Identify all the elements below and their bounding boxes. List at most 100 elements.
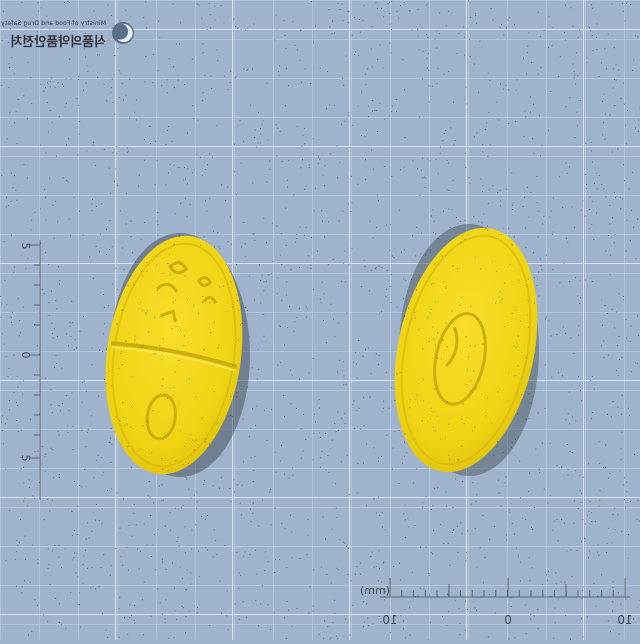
noise-dot — [257, 574, 258, 575]
noise-dot — [255, 456, 256, 457]
noise-dot — [101, 457, 102, 458]
noise-dot — [34, 599, 35, 600]
noise-dot — [381, 456, 382, 457]
noise-dot — [427, 158, 428, 159]
noise-dot — [481, 222, 482, 223]
noise-dot — [162, 316, 163, 317]
noise-dot — [173, 303, 174, 304]
noise-dot — [399, 563, 400, 564]
noise-dot — [22, 394, 23, 395]
noise-dot — [426, 58, 427, 59]
noise-dot — [633, 227, 634, 228]
noise-dot — [111, 386, 112, 387]
noise-dot — [42, 464, 43, 465]
noise-dot — [163, 500, 164, 501]
noise-dot — [44, 189, 45, 190]
noise-dot — [61, 368, 62, 369]
noise-dot — [624, 477, 625, 478]
noise-dot — [488, 636, 489, 637]
noise-dot — [632, 70, 633, 71]
noise-dot — [386, 435, 387, 436]
noise-dot — [121, 556, 122, 557]
noise-dot — [320, 437, 321, 438]
noise-dot — [214, 6, 215, 7]
noise-dot — [281, 445, 282, 446]
noise-dot — [155, 569, 156, 570]
noise-dot — [187, 168, 188, 169]
noise-dot — [98, 396, 99, 397]
noise-dot — [348, 112, 349, 113]
noise-dot — [621, 448, 622, 449]
noise-dot — [496, 271, 497, 272]
noise-dot — [625, 598, 626, 599]
noise-dot — [124, 617, 125, 618]
noise-dot — [465, 630, 466, 631]
noise-dot — [380, 45, 381, 46]
noise-dot — [54, 238, 55, 239]
noise-dot — [527, 314, 528, 315]
noise-dot — [616, 370, 617, 371]
noise-dot — [3, 443, 4, 444]
noise-dot — [74, 481, 75, 482]
noise-dot — [440, 153, 441, 154]
noise-dot — [286, 638, 287, 639]
noise-dot — [592, 412, 593, 413]
noise-dot — [547, 580, 548, 581]
noise-dot — [580, 297, 581, 298]
noise-dot — [502, 299, 503, 300]
noise-dot — [306, 227, 307, 228]
noise-dot — [98, 455, 99, 456]
noise-dot — [178, 80, 179, 81]
noise-dot — [79, 604, 80, 605]
noise-dot — [230, 415, 231, 416]
noise-dot — [589, 27, 590, 28]
noise-dot — [11, 201, 12, 202]
noise-dot — [445, 438, 446, 439]
noise-dot — [623, 484, 624, 485]
noise-dot — [80, 627, 81, 628]
noise-dot — [599, 175, 600, 176]
noise-dot — [252, 183, 253, 184]
noise-dot — [186, 479, 187, 480]
noise-dot — [83, 556, 84, 557]
noise-dot — [460, 522, 461, 523]
noise-dot — [168, 172, 169, 173]
noise-dot — [131, 406, 132, 407]
left-scale-label-middle: 0 — [19, 352, 32, 359]
noise-dot — [363, 463, 364, 464]
noise-dot — [326, 574, 327, 575]
noise-dot — [167, 92, 168, 93]
noise-dot — [337, 372, 338, 373]
noise-dot — [582, 590, 583, 591]
noise-dot — [147, 271, 148, 272]
noise-dot — [489, 112, 490, 113]
noise-dot — [111, 15, 112, 16]
noise-dot — [472, 431, 473, 432]
noise-dot — [8, 87, 9, 88]
noise-dot — [581, 400, 582, 401]
noise-dot — [577, 125, 578, 126]
noise-dot — [363, 20, 364, 21]
noise-dot — [245, 256, 246, 257]
noise-dot — [462, 481, 463, 482]
noise-dot — [17, 540, 18, 541]
noise-dot — [512, 209, 513, 210]
noise-dot — [119, 70, 120, 71]
noise-dot — [608, 620, 609, 621]
noise-dot — [452, 464, 453, 465]
noise-dot — [249, 554, 250, 555]
noise-dot — [449, 459, 450, 460]
noise-dot — [251, 457, 252, 458]
noise-dot — [146, 27, 147, 28]
noise-dot — [45, 378, 46, 379]
noise-dot — [16, 551, 17, 552]
noise-dot — [376, 267, 377, 268]
noise-dot — [584, 538, 585, 539]
noise-dot — [312, 611, 313, 612]
noise-dot — [309, 167, 310, 168]
noise-dot — [32, 545, 33, 546]
noise-dot — [21, 2, 22, 3]
noise-dot — [65, 549, 66, 550]
noise-dot — [433, 326, 434, 327]
noise-dot — [107, 490, 108, 491]
